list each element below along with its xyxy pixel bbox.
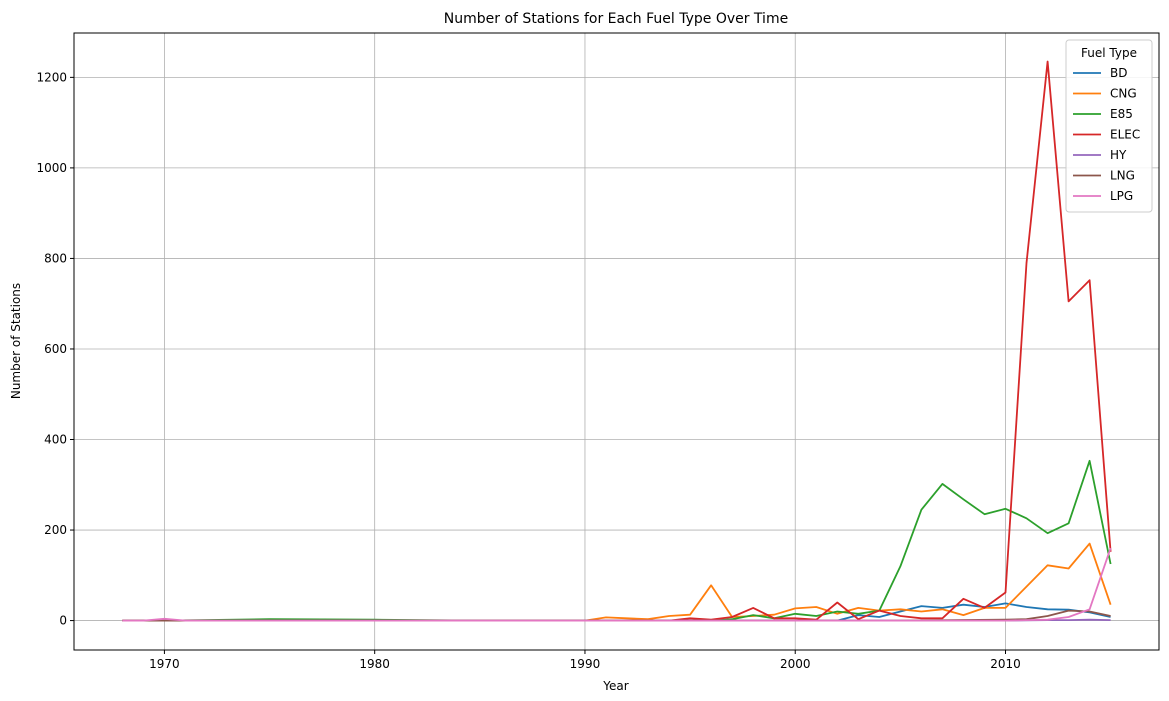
legend-label-lpg: LPG <box>1110 189 1133 203</box>
chart-title: Number of Stations for Each Fuel Type Ov… <box>444 11 788 27</box>
y-tick-label: 600 <box>44 342 67 356</box>
plot-frame <box>73 32 1160 651</box>
y-axis-label: Number of Stations <box>9 283 23 399</box>
x-tick-label: 1990 <box>570 657 601 671</box>
legend-label-hy: HY <box>1110 148 1127 162</box>
y-tick-label: 0 <box>59 614 67 628</box>
series-line-lpg <box>122 547 1112 622</box>
legend-label-cng: CNG <box>1110 87 1137 101</box>
legend-label-bd: BD <box>1110 66 1127 80</box>
x-tick-label: 1970 <box>149 657 180 671</box>
y-tick-label: 1200 <box>36 70 67 84</box>
y-tick-label: 800 <box>44 251 67 265</box>
legend-label-elec: ELEC <box>1110 128 1140 142</box>
x-tick-label: 2010 <box>990 657 1021 671</box>
x-tick-label: 2000 <box>780 657 811 671</box>
legend-title: Fuel Type <box>1081 46 1137 60</box>
y-tick-label: 1000 <box>36 161 67 175</box>
y-tick-label: 400 <box>44 433 67 447</box>
x-tick-label: 1980 <box>359 657 390 671</box>
plot-area <box>74 33 1159 650</box>
legend-box <box>1065 39 1153 213</box>
legend: Fuel Type BD CNG E85 ELEC HY LNG LPG <box>1065 39 1153 213</box>
x-axis-label: Year <box>602 679 628 693</box>
legend-label-e85: E85 <box>1110 107 1133 121</box>
legend-label-lng: LNG <box>1110 169 1135 183</box>
y-tick-label: 200 <box>44 523 67 537</box>
legend-items: BD CNG E85 ELEC HY LNG LPG <box>1073 66 1140 203</box>
series-lines <box>122 60 1112 622</box>
axis-ticks: 1970 1980 1990 2000 2010 0 200 400 600 800 1000 120… <box>36 70 1020 671</box>
